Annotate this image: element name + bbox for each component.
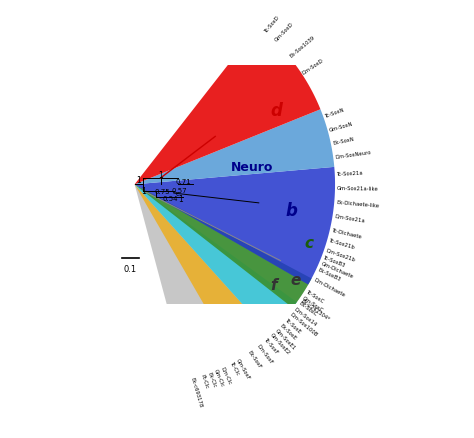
Text: Dm-Sox21b: Dm-Sox21b — [326, 247, 356, 262]
Text: 1: 1 — [141, 187, 146, 196]
Text: Gm-Sox21a-like: Gm-Sox21a-like — [337, 186, 379, 192]
Text: Tc-Sox21b: Tc-Sox21b — [329, 238, 356, 250]
Polygon shape — [135, 185, 311, 308]
Text: 0.1: 0.1 — [124, 264, 137, 273]
Text: Ek-Dichaete-like: Ek-Dichaete-like — [336, 200, 380, 208]
Text: Dm-Clc: Dm-Clc — [219, 365, 232, 385]
Text: f: f — [271, 277, 277, 293]
Text: 0.57: 0.57 — [172, 187, 187, 194]
Text: Neuro: Neuro — [231, 161, 273, 174]
Text: c: c — [176, 191, 180, 197]
Text: Gm-Dichaete: Gm-Dichaete — [320, 261, 354, 279]
Text: Gm-SoxN: Gm-SoxN — [329, 121, 354, 132]
Text: Dm-Sox21a: Dm-Sox21a — [334, 214, 365, 223]
Text: Ek-Clc: Ek-Clc — [206, 371, 217, 388]
Text: Dm-Sox100B: Dm-Sox100B — [289, 311, 318, 337]
Text: Tc-SoxE: Tc-SoxE — [284, 317, 302, 334]
Text: 1: 1 — [159, 170, 164, 179]
Polygon shape — [135, 110, 334, 185]
Polygon shape — [135, 185, 297, 334]
Text: d: d — [270, 102, 282, 120]
Text: Gm-SoxE1: Gm-SoxE1 — [274, 327, 297, 350]
Text: Ek-SoxC: Ek-SoxC — [298, 300, 318, 317]
Text: Gm-SoxE2: Gm-SoxE2 — [269, 332, 291, 355]
Text: Gm-SoxD: Gm-SoxD — [274, 21, 295, 43]
Polygon shape — [135, 167, 335, 285]
Text: Dm-SoxD: Dm-SoxD — [301, 57, 325, 75]
Text: Dm-SoxNeuro: Dm-SoxNeuro — [335, 149, 372, 159]
Text: Gm-SoxF: Gm-SoxF — [235, 357, 251, 380]
Text: Ek-Sox1039: Ek-Sox1039 — [289, 35, 316, 58]
Polygon shape — [135, 185, 308, 378]
Text: Tc-Dichaete: Tc-Dichaete — [331, 227, 363, 239]
Text: Gm-SoxC: Gm-SoxC — [301, 295, 324, 312]
Text: 0.75: 0.75 — [154, 189, 170, 194]
Text: Tc-SoxD: Tc-SoxD — [264, 14, 281, 33]
Text: Dm-Dichaete: Dm-Dichaete — [312, 277, 346, 297]
Text: Ek-c247304*: Ek-c247304* — [300, 297, 330, 321]
Text: Gm-Clc: Gm-Clc — [213, 368, 225, 388]
Text: Dm-SoxF: Dm-SoxF — [255, 343, 273, 365]
Text: Tc-SoxN: Tc-SoxN — [324, 107, 345, 119]
Text: Tc-SoxB3: Tc-SoxB3 — [323, 254, 347, 267]
Text: Ek-SoxF: Ek-SoxF — [247, 350, 263, 369]
Text: Tc-Clc: Tc-Clc — [228, 360, 240, 376]
Text: Ek-SoxE: Ek-SoxE — [279, 322, 298, 340]
Text: 0.54: 0.54 — [163, 195, 178, 201]
Text: Dm-Sox14: Dm-Sox14 — [293, 306, 318, 327]
Text: e: e — [291, 272, 301, 287]
Text: 1: 1 — [137, 176, 141, 185]
Text: Ek-SoxN: Ek-SoxN — [332, 136, 355, 146]
Text: b: b — [285, 202, 297, 220]
Text: Pt-Clc: Pt-Clc — [200, 373, 210, 389]
Text: c: c — [304, 235, 313, 250]
Polygon shape — [135, 185, 269, 358]
Text: Ek-SoxB3: Ek-SoxB3 — [318, 267, 342, 282]
Polygon shape — [135, 27, 320, 185]
Text: 0.71: 0.71 — [176, 179, 192, 185]
Text: Tc-Sox21a: Tc-Sox21a — [337, 170, 364, 177]
Text: Tc-SoxC: Tc-SoxC — [305, 289, 325, 304]
Text: Tc-SoxF: Tc-SoxF — [264, 336, 280, 355]
Text: Ek-c693178: Ek-c693178 — [190, 377, 203, 408]
Text: 1: 1 — [178, 194, 183, 203]
